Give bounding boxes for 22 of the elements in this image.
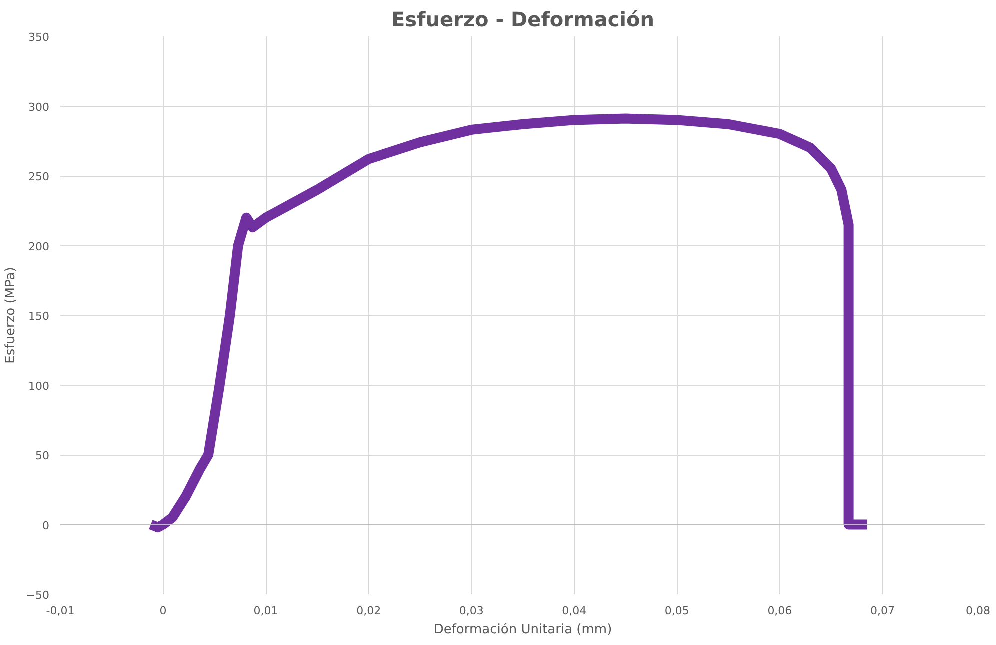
x-tick-label: 0,04 [562,604,587,618]
y-tick-label: 100 [28,380,50,393]
chart-title: Esfuerzo - Deformación [391,8,655,32]
x-tick-label: 0,02 [356,604,382,618]
x-tick-label: 0,07 [870,604,895,618]
y-tick-label: 50 [36,450,50,462]
y-tick-label: 150 [28,310,50,323]
y-tick-label: 250 [28,170,50,184]
y-tick-label: 0 [42,519,50,532]
y-tick-label: 300 [28,100,50,114]
y-axis-title: Esfuerzo (MPa) [3,267,18,364]
x-tick-label: 0,01 [254,604,278,618]
x-axis-title: Deformación Unitaria (mm) [434,622,612,638]
x-tick-label: 0,05 [664,604,690,618]
x-tick-label: 0 [160,604,167,618]
x-tick-label: 0,08 [966,604,991,618]
y-tick-label: 350 [28,31,50,44]
x-tick-label: 0,03 [459,604,484,618]
x-tick-label: 0,06 [768,604,792,618]
y-tick-label: −50 [26,589,50,602]
x-tick-label: -0,01 [46,604,75,618]
y-tick-label: 200 [28,240,50,254]
